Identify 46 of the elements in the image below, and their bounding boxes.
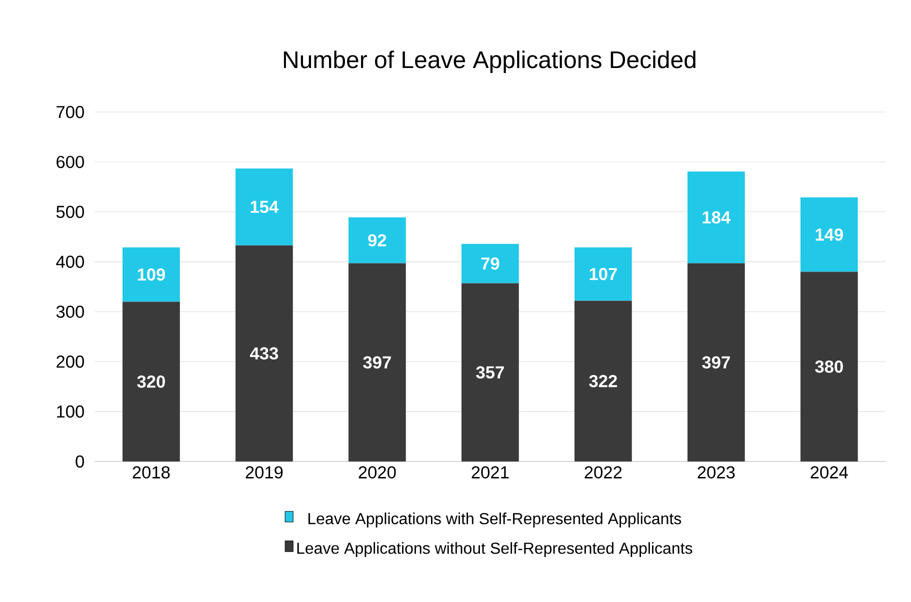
- y-tick-label: 500: [56, 206, 84, 218]
- x-tick-label: 2024: [810, 466, 848, 479]
- y-tick-label: 200: [56, 356, 84, 368]
- y-tick-label: 700: [56, 106, 84, 118]
- data-label: 92: [368, 234, 386, 247]
- bar: [122, 248, 180, 302]
- data-label: 380: [815, 360, 843, 374]
- y-tick-label: 300: [56, 306, 84, 318]
- x-tick-label: 2022: [584, 466, 622, 479]
- data-label: 397: [702, 356, 730, 369]
- data-label: 322: [589, 375, 617, 388]
- bar: [462, 244, 519, 284]
- chart-title: Number of Leave Applications Decided: [284, 50, 696, 74]
- data-label: 79: [481, 258, 500, 270]
- data-label: 320: [137, 376, 165, 388]
- x-tick-label: 2019: [246, 466, 283, 479]
- data-label: 357: [476, 366, 504, 379]
- bar: [348, 218, 406, 264]
- bar: [574, 300, 632, 462]
- x-tick-label: 2023: [698, 466, 735, 479]
- x-tick-label: 2021: [472, 466, 509, 479]
- data-label: 149: [816, 228, 843, 241]
- y-tick-label: 100: [57, 406, 84, 418]
- bar: [800, 198, 858, 272]
- y-tick-label: 400: [56, 256, 84, 268]
- bar: [574, 248, 632, 301]
- legend-label: Leave Applications without Self-Represented Applicants: [297, 542, 692, 558]
- data-label: 397: [363, 356, 391, 369]
- x-tick-label: 2018: [132, 466, 170, 479]
- y-tick-label: 600: [56, 156, 84, 168]
- data-label: 433: [250, 347, 278, 360]
- bar: [348, 264, 406, 462]
- data-label: 109: [138, 268, 166, 281]
- bar: [687, 264, 745, 462]
- y-tick-label: 0: [76, 456, 84, 468]
- x-tick-label: 2020: [358, 466, 396, 479]
- bar: [687, 172, 745, 264]
- data-label: 184: [702, 211, 731, 224]
- data-label: 107: [590, 268, 617, 280]
- bar: [800, 272, 858, 462]
- bar: [122, 302, 180, 462]
- bar: [236, 246, 293, 462]
- legend-label: Leave Applications with Self-Represented Applicants: [308, 512, 682, 528]
- bar: [462, 283, 519, 462]
- data-label: 154: [250, 201, 279, 214]
- bar: [236, 168, 293, 246]
